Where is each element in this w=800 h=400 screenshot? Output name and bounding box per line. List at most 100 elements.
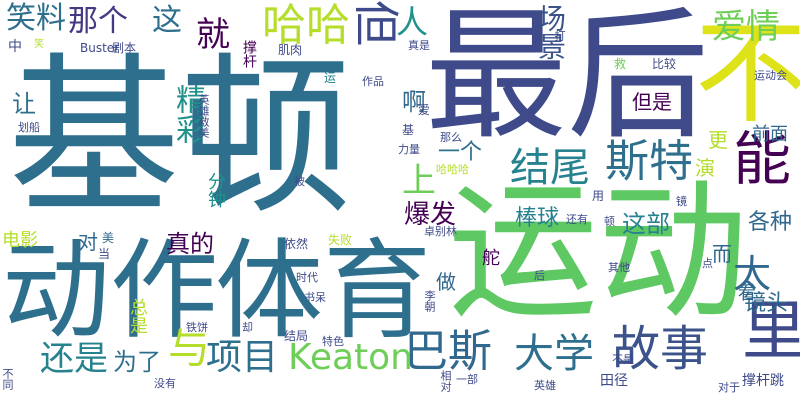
cloud-word-yige: 一个 [438,140,483,165]
cloud-word-zhenshi: 真是 [408,39,430,52]
cloud-word-dan: 但 [349,0,403,46]
cloud-word-haishi: 还是 [40,339,108,379]
cloud-word-hou: 后 [534,269,545,282]
cloud-word-ai: 爱 [418,103,431,117]
cloud-word-yan: 演 [695,156,715,180]
cloud-word-yundonghui: 运动会 [754,69,787,82]
cloud-word-zhong: 中 [8,39,22,55]
cloud-word-changjing: 场景 [534,4,567,60]
cloud-word-jiu2: 救 [614,57,627,71]
cloud-word-zhe: 这 [152,3,182,38]
cloud-word-yong: 用 [592,189,605,203]
cloud-word-geng: 更 [708,128,728,152]
cloud-word-mei: 美 [102,231,115,245]
cloud-word-dongzuo: 动作 [2,229,219,354]
cloud-word-que: 却 [242,321,253,334]
cloud-word-shibai: 失败 [328,233,353,247]
cloud-word-tese: 特色 [322,335,344,348]
cloud-word-ji: 基 [402,123,415,137]
cloud-word-qianmian: 前面 [752,124,788,145]
cloud-word-li: 里 [742,295,800,369]
cloud-word-zuihou: 最后 [425,0,709,159]
cloud-word-duiyu: 对于 [718,381,740,394]
cloud-word-lichao: 李朝 [423,290,436,312]
cloud-word-tai: 太 [733,252,772,296]
cloud-word-zhebu: 这部 [622,210,670,238]
cloud-word-neng: 能 [733,125,792,193]
cloud-word-dianying: 电影 [2,230,38,251]
cloud-word-gezhong: 各种 [748,210,793,235]
cloud-word-jingtou: 镜头 [744,291,789,316]
cloud-word-a: 啊 [402,88,426,116]
cloud-word-zhuobielin: 卓别林 [424,225,457,238]
cloud-word-danshi: 但是 [632,90,672,114]
cloud-word-baofa: 爆发 [404,200,457,230]
cloud-word-jingcai: 精彩 [170,84,205,144]
cloud-word-tiebing: 铁饼 [186,321,208,334]
cloud-word-juben: 剧本 [112,41,137,55]
cloud-word-yingxiongjiumei: 英雄救美 [197,94,210,138]
cloud-word-ren: 人 [396,3,429,41]
cloud-word-dun: 顿 [604,215,615,228]
cloud-word-jing: 镜 [676,195,687,208]
cloud-word-bangqiu: 棒球 [515,206,560,231]
cloud-word-aiqing: 爱情 [712,7,780,47]
cloud-word-jiu: 就 [196,15,230,55]
cloud-word-huachuan: 划船 [18,121,40,134]
cloud-word-yibu: 一部 [456,373,478,386]
cloud-word-yun: 运 [324,71,337,85]
cloud-word-bijiao: 比较 [652,57,677,71]
cloud-word-butong: 不同 [1,368,14,390]
cloud-word-jieju: 结局 [284,329,309,343]
cloud-word-tiyu: 体育 [215,229,432,354]
cloud-word-jirou: 肌肉 [278,43,303,57]
cloud-word-zhende: 真的 [166,230,214,258]
cloud-word-dui: 对 [78,230,98,254]
cloud-word-dajia: 打 [553,30,566,41]
cloud-word-bu: 不 [695,9,800,139]
cloud-word-jiewei: 结尾 [510,145,590,191]
cloud-word-fenzhong: 分钟 [205,172,226,208]
cloud-word-daxue: 大学 [514,331,594,377]
cloud-word-name: 那么 [440,131,462,144]
cloud-word-shidai: 时代 [296,271,318,284]
cloud-word-haha: 哈哈 [262,0,350,51]
cloud-word-site: 斯特 [605,136,693,187]
cloud-word-bei: 被 [294,175,305,188]
cloud-word-bushi: 不是 [612,353,634,366]
cloud-word-buster: Buster [80,41,120,55]
cloud-word-dang: 当 [98,247,111,261]
cloud-word-yingxiong: 英雄 [534,379,556,392]
cloud-word-yiran: 依然 [284,237,309,251]
cloud-word-xiangmu: 项目 [206,337,279,378]
cloud-word-keaton: Keaton [288,337,413,378]
cloud-word-xiangdui: 相对 [439,370,452,392]
cloud-word-gushi: 故事 [612,321,709,377]
cloud-word-haiyou: 还有 [566,213,588,226]
cloud-word-jidun: 基顿 [8,37,352,238]
cloud-word-er: 而 [712,242,732,266]
cloud-word-yu: 与 [168,324,211,373]
cloud-word-meiyou: 没有 [154,377,176,390]
cloud-word-shang: 上 [402,161,436,201]
cloud-word-qita: 其他 [608,261,630,274]
cloud-word-hahaha: 哈哈哈 [436,163,469,176]
cloud-word-zuo: 做 [436,270,456,294]
cloud-word-shudai: 书呆 [304,291,326,304]
cloud-word-tianjing: 田径 [600,373,628,389]
cloud-word-zongshi: 总是 [127,298,148,334]
cloud-word-zuopin: 作品 [362,75,384,88]
cloud-word-basi: 巴斯 [404,326,492,377]
cloud-word-yundong: 运动 [448,166,749,340]
cloud-word-chengganTiao: 撑杆跳 [742,373,784,389]
cloud-word-liliang: 力量 [398,143,420,156]
cloud-word-rang: 让 [12,90,36,118]
cloud-word-dian: 点 [702,257,713,270]
cloud-word-kan: 看 [738,283,756,304]
cloud-word-chenggan: 撑杆 [241,40,257,68]
cloud-word-nage: 那个 [68,4,128,39]
cloud-word-xiao: 笑 [34,39,44,50]
cloud-word-duo: 舵 [482,248,500,269]
cloud-word-weile: 为了 [113,348,161,376]
